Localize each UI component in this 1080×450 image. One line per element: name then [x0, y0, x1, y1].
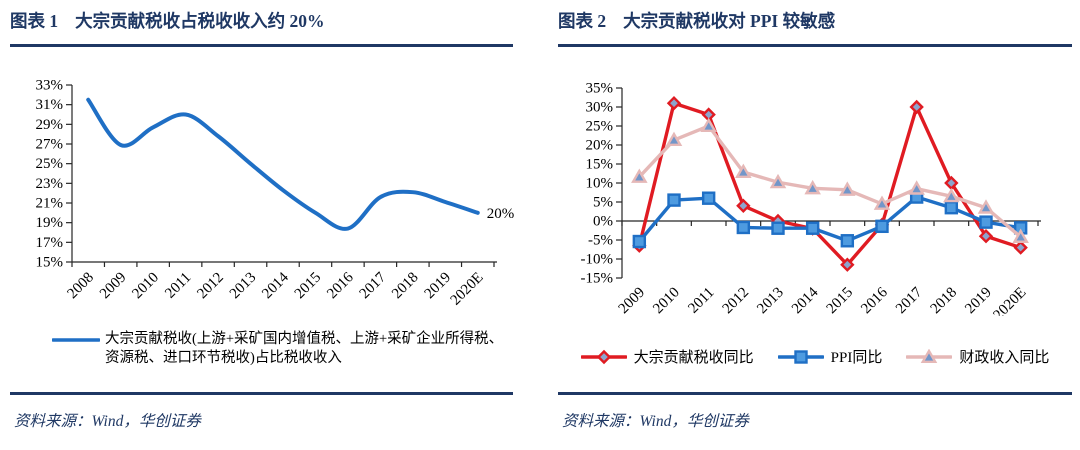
- svg-text:19%: 19%: [36, 215, 64, 231]
- svg-text:2018: 2018: [928, 285, 961, 316]
- figure1-title: 图表 1 大宗贡献税收占税收收入约 20%: [10, 8, 325, 33]
- svg-text:2018: 2018: [389, 270, 422, 303]
- svg-text:2015: 2015: [292, 270, 325, 303]
- svg-text:31%: 31%: [36, 97, 64, 113]
- figure2-label: 图表 2: [558, 11, 607, 31]
- svg-text:10%: 10%: [586, 176, 614, 192]
- svg-text:15%: 15%: [36, 255, 64, 271]
- figure1-bottom-rule: [10, 392, 513, 395]
- svg-text:2013: 2013: [227, 270, 260, 303]
- svg-text:15%: 15%: [586, 157, 614, 173]
- svg-text:2010: 2010: [650, 285, 683, 316]
- svg-text:2010: 2010: [129, 270, 162, 303]
- svg-text:2017: 2017: [357, 269, 390, 302]
- svg-text:35%: 35%: [586, 81, 614, 97]
- figure1-legend-label: 大宗贡献税收(上游+采矿国内增值税、上游+采矿企业所得税、资源税、进口环节税收)…: [105, 331, 504, 366]
- svg-text:2009: 2009: [97, 270, 130, 303]
- svg-text:0%: 0%: [593, 214, 613, 230]
- figure1-legend: 大宗贡献税收(上游+采矿国内增值税、上游+采矿企业所得税、资源税、进口环节税收)…: [52, 330, 504, 368]
- figure1-label: 图表 1: [10, 11, 59, 31]
- svg-text:2016: 2016: [324, 269, 357, 302]
- svg-text:2012: 2012: [194, 270, 227, 303]
- svg-text:33%: 33%: [36, 78, 64, 94]
- svg-text:17%: 17%: [36, 235, 64, 251]
- svg-text:25%: 25%: [586, 119, 614, 135]
- figure2-legend-label-tax: 大宗贡献税收同比: [633, 350, 754, 366]
- svg-text:21%: 21%: [36, 196, 64, 212]
- svg-text:2015: 2015: [824, 285, 857, 316]
- figure2-legend-item-tax: 大宗贡献税收同比: [580, 346, 754, 367]
- svg-text:2016: 2016: [858, 284, 891, 316]
- svg-text:2020E: 2020E: [448, 270, 487, 309]
- fiscal-series-swatch-icon: [906, 348, 953, 363]
- svg-text:2017: 2017: [893, 284, 926, 316]
- svg-text:29%: 29%: [36, 117, 64, 133]
- svg-text:2011: 2011: [685, 285, 717, 316]
- svg-text:23%: 23%: [36, 176, 64, 192]
- figure1-legend-line-swatch: [52, 338, 100, 342]
- ppi-series-swatch-icon: [777, 349, 824, 364]
- svg-text:2014: 2014: [259, 269, 292, 302]
- svg-text:-5%: -5%: [588, 233, 613, 249]
- figure2-top-rule: [558, 44, 1072, 47]
- figure2-title: 图表 2 大宗贡献税收对 PPI 较敏感: [558, 8, 835, 33]
- svg-text:2013: 2013: [754, 285, 787, 316]
- figure1-heading: 大宗贡献税收占税收收入约 20%: [75, 11, 325, 31]
- svg-text:25%: 25%: [36, 156, 64, 172]
- svg-text:2014: 2014: [789, 284, 822, 316]
- svg-text:2012: 2012: [720, 285, 753, 316]
- svg-text:2019: 2019: [962, 285, 995, 316]
- svg-text:5%: 5%: [593, 195, 613, 211]
- figure2-legend: 大宗贡献税收同比 PPI同比 财政收入同比: [558, 346, 1072, 367]
- svg-text:-10%: -10%: [581, 252, 614, 268]
- figure2-legend-item-ppi: PPI同比: [777, 346, 883, 367]
- svg-text:27%: 27%: [36, 137, 64, 153]
- svg-text:-15%: -15%: [581, 271, 614, 287]
- svg-text:2009: 2009: [616, 285, 649, 316]
- figure2-legend-item-fiscal: 财政收入同比: [906, 346, 1049, 367]
- figure2-bottom-rule: [558, 392, 1072, 395]
- figure2-legend-label-fiscal: 财政收入同比: [959, 350, 1050, 366]
- svg-text:20%: 20%: [586, 138, 614, 154]
- figure2-source: 资料来源：Wind，华创证券: [562, 413, 749, 430]
- svg-text:2008: 2008: [65, 270, 98, 303]
- figure1-chart: 33%31%29%27%25%23%21%19%17%15%2008 2009 20…: [36, 78, 515, 309]
- svg-text:30%: 30%: [586, 100, 614, 116]
- figure2-heading: 大宗贡献税收对 PPI 较敏感: [623, 11, 836, 31]
- svg-text:2020E: 2020E: [990, 285, 1029, 316]
- tax-series-swatch-icon: [580, 349, 627, 364]
- figure1-top-rule: [10, 44, 513, 47]
- svg-text:20%: 20%: [487, 206, 515, 222]
- figure1-source: 资料来源：Wind，华创证券: [14, 413, 201, 430]
- svg-text:2011: 2011: [162, 270, 194, 302]
- figure2-legend-label-ppi: PPI同比: [830, 350, 883, 366]
- figure2-chart: 35%30%25%20%15%10%5%0%-5%-10%-15%2009 201…: [581, 81, 1041, 316]
